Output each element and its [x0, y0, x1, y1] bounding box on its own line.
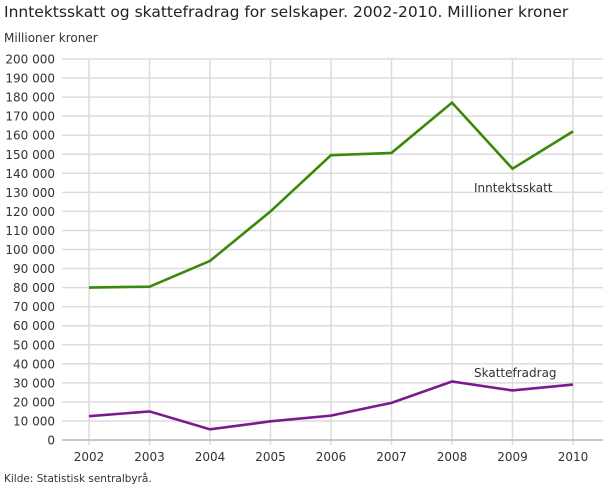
y-tick-label: 0 — [47, 434, 55, 448]
series-label-skattefradrag: Skattefradrag — [474, 366, 557, 380]
y-tick-label: 160 000 — [5, 129, 55, 143]
source-note: Kilde: Statistisk sentralbyrå. — [4, 473, 152, 485]
y-tick-label: 110 000 — [5, 224, 55, 238]
x-tick-label: 2004 — [195, 450, 226, 464]
x-tick-label: 2005 — [255, 450, 286, 464]
y-tick-label: 140 000 — [5, 167, 55, 181]
chart-title: Inntektsskatt og skattefradrag for selsk… — [4, 3, 569, 21]
y-tick-label: 180 000 — [5, 91, 55, 105]
y-tick-label: 30 000 — [13, 376, 55, 390]
x-tick-label: 2009 — [497, 450, 528, 464]
y-tick-label: 20 000 — [13, 395, 55, 409]
y-tick-label: 170 000 — [5, 110, 55, 124]
y-axis-label: Millioner kroner — [4, 31, 98, 45]
y-tick-label: 200 000 — [5, 53, 55, 67]
y-tick-label: 150 000 — [5, 148, 55, 162]
x-tick-label: 2003 — [134, 450, 165, 464]
y-tick-label: 80 000 — [13, 281, 55, 295]
x-tick-label: 2007 — [376, 450, 407, 464]
y-tick-label: 90 000 — [13, 262, 55, 276]
y-tick-label: 120 000 — [5, 205, 55, 219]
x-tick-label: 2008 — [437, 450, 468, 464]
y-tick-label: 40 000 — [13, 357, 55, 371]
x-tick-label: 2010 — [558, 450, 589, 464]
y-tick-label: 70 000 — [13, 300, 55, 314]
x-tick-label: 2002 — [74, 450, 105, 464]
x-tick-label: 2006 — [316, 450, 347, 464]
y-tick-label: 190 000 — [5, 72, 55, 86]
y-tick-label: 100 000 — [5, 243, 55, 257]
y-tick-label: 130 000 — [5, 186, 55, 200]
y-tick-label: 10 000 — [13, 414, 55, 428]
y-tick-label: 50 000 — [13, 338, 55, 352]
y-tick-label: 60 000 — [13, 319, 55, 333]
series-label-inntektsskatt: Inntektsskatt — [474, 181, 553, 195]
